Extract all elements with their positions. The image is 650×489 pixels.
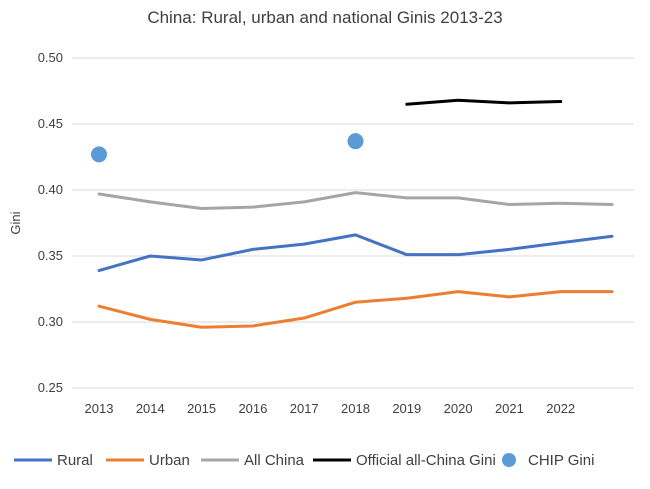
y-tick-label: 0.30 [38,314,63,329]
y-tick-label: 0.35 [38,248,63,263]
series-line-official-all-china-gini [405,98,563,106]
x-tick-label: 2019 [392,401,421,416]
y-tick-label: 0.25 [38,380,63,395]
legend-label-chip-gini: CHIP Gini [528,452,594,469]
x-tick-label: 2014 [136,401,165,416]
data-point-chip-gini [347,133,364,150]
x-tick-label: 2013 [85,401,114,416]
legend-label-official-all-china-gini: Official all-China Gini [356,452,496,469]
y-tick-label: 0.45 [38,116,63,131]
x-tick-label: 2020 [444,401,473,416]
x-tick-label: 2022 [546,401,575,416]
series-line-all-china [97,191,614,210]
x-tick-label: 2015 [187,401,216,416]
x-tick-label: 2021 [495,401,524,416]
x-tick-label: 2018 [341,401,370,416]
x-tick-label: 2017 [290,401,319,416]
y-axis-title: Gini [8,211,23,234]
legend-label-all-china: All China [244,452,305,469]
legend-label-rural: Rural [57,452,93,469]
data-point-chip-gini [91,146,107,163]
legend-label-urban: Urban [149,452,190,469]
x-tick-label: 2016 [238,401,267,416]
y-tick-label: 0.50 [38,50,63,65]
legend-swatch-chip-gini [502,453,516,467]
chart-title: China: Rural, urban and national Ginis 2… [147,8,503,27]
series-line-urban [97,290,614,329]
y-tick-label: 0.40 [38,182,63,197]
series-line-rural [97,233,614,273]
